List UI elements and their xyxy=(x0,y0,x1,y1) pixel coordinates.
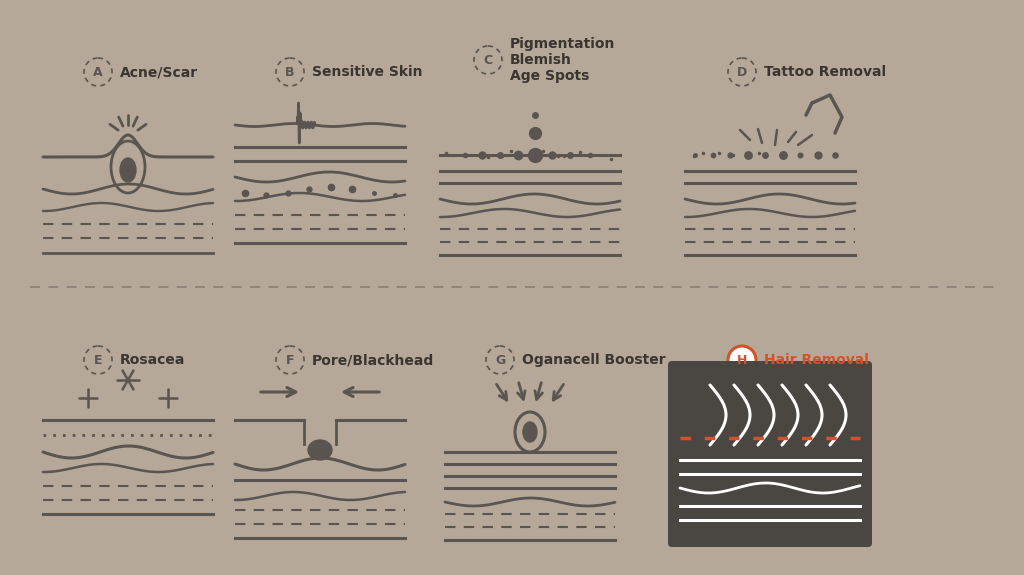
Ellipse shape xyxy=(523,422,537,442)
Text: Tattoo Removal: Tattoo Removal xyxy=(764,65,886,79)
Text: Rosacea: Rosacea xyxy=(120,353,185,367)
Text: C: C xyxy=(483,53,493,67)
Ellipse shape xyxy=(308,440,332,460)
Text: G: G xyxy=(495,354,505,366)
Text: B: B xyxy=(286,66,295,79)
Text: Pore/Blackhead: Pore/Blackhead xyxy=(312,353,434,367)
Text: Oganacell Booster: Oganacell Booster xyxy=(522,353,666,367)
Text: Hair Removal: Hair Removal xyxy=(764,353,869,367)
Ellipse shape xyxy=(120,158,136,182)
Text: Sensitive Skin: Sensitive Skin xyxy=(312,65,423,79)
Circle shape xyxy=(728,346,756,374)
Text: Pigmentation
Blemish
Age Spots: Pigmentation Blemish Age Spots xyxy=(510,37,615,83)
Text: E: E xyxy=(94,354,102,366)
Text: Acne/Scar: Acne/Scar xyxy=(120,65,198,79)
Text: H: H xyxy=(737,354,748,366)
Text: D: D xyxy=(737,66,748,79)
Text: F: F xyxy=(286,354,294,366)
Text: A: A xyxy=(93,66,102,79)
FancyBboxPatch shape xyxy=(668,361,872,547)
